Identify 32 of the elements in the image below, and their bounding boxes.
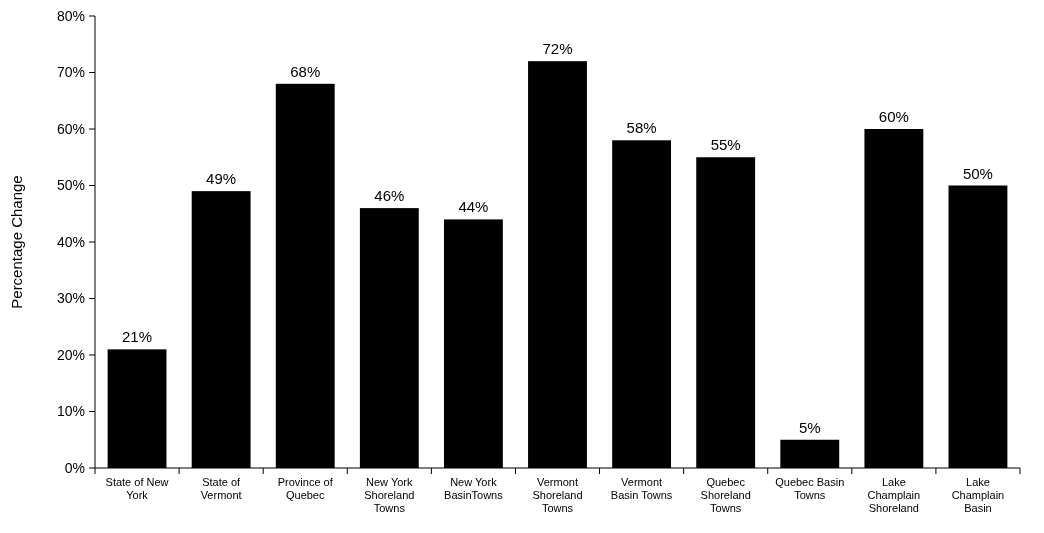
y-tick-label: 60% [56,120,85,137]
x-tick-label: Vermont Shoreland Towns [532,476,583,514]
y-tick-label: 30% [56,290,85,307]
y-tick-label: 50% [56,177,85,194]
y-tick-label: 20% [56,346,85,363]
x-tick-label: New York Shoreland Towns [364,476,415,514]
y-tick-label: 80% [56,7,85,24]
data-label: 72% [542,40,573,58]
x-tick-label: State of Vermont [200,476,242,501]
x-tick-label: State of New York [105,476,169,501]
x-tick-label: Quebec Shoreland Towns [700,476,751,514]
data-label: 58% [626,119,657,137]
y-tick-label: 10% [56,403,85,420]
y-tick-label: 40% [56,233,85,250]
x-tick-label: Vermont Basin Towns [610,476,673,501]
x-tick-label: New York BasinTowns [444,476,504,501]
data-label: 55% [710,136,741,154]
data-label: 50% [962,164,993,182]
data-label: 60% [878,108,909,125]
data-label: 44% [458,198,489,216]
data-label: 21% [122,328,153,346]
data-label: 5% [798,418,821,436]
x-tick-label: Province of Quebec [277,476,334,501]
y-tick-label: 70% [56,64,85,81]
data-label: 68% [290,62,321,80]
data-label: 46% [374,187,405,205]
data-label: 49% [206,170,237,188]
x-tick-label: Lake Champlain Shoreland [867,476,921,514]
y-tick-label: 0% [64,459,85,476]
x-tick-label: Quebec Basin Towns [775,476,845,501]
y-axis-title: Percentage Change [8,175,25,309]
x-tick-label: Lake Champlain Basin [951,476,1005,514]
